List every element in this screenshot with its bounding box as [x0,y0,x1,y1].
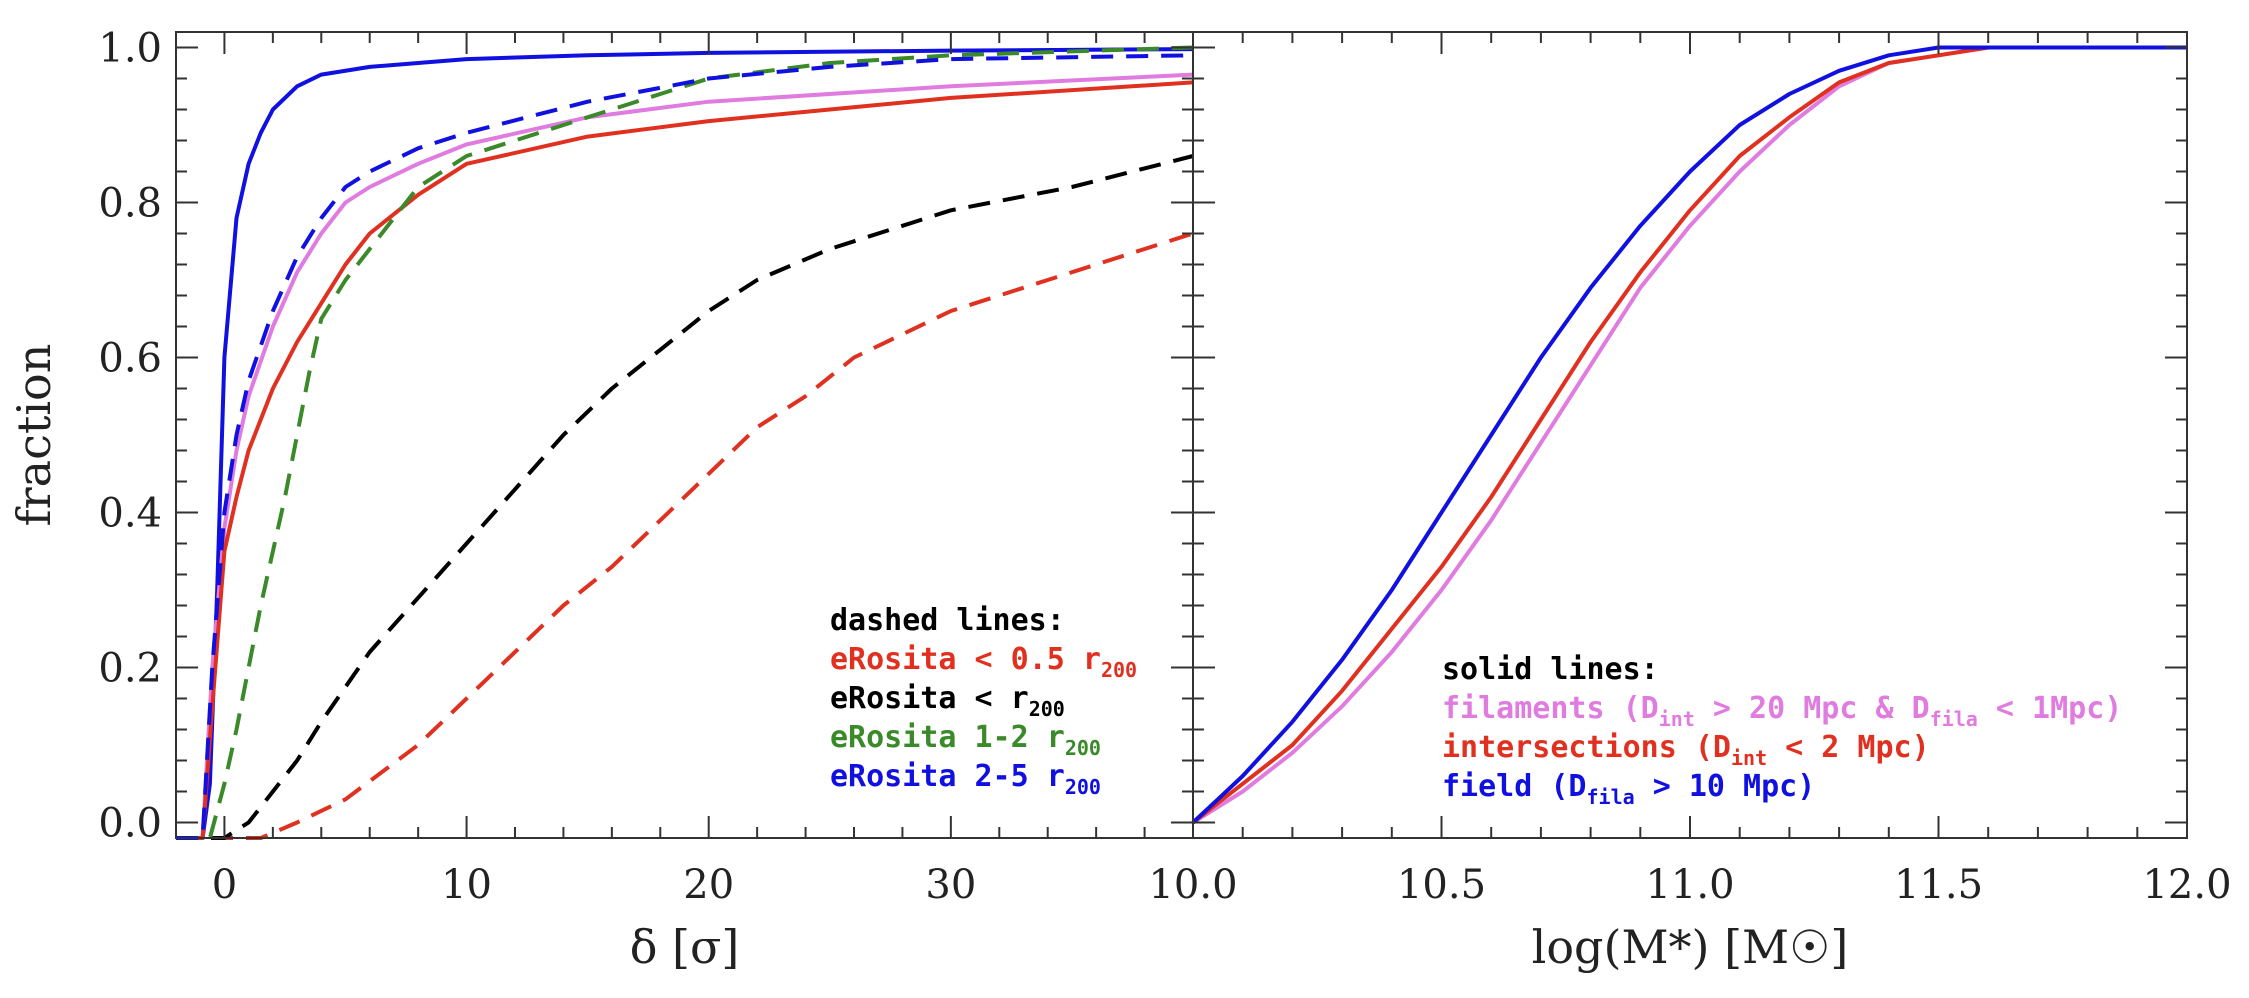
y-tick-label: 0.4 [98,491,162,537]
legend-entry: filaments (Dint > 20 Mpc & Dfila < 1Mpc) [1442,691,2122,731]
legend-entry: eRosita 2-5 r200 [830,759,1101,799]
legend-entry-part: int [1659,707,1695,731]
series-line-field-dfila-10-mpc [1191,45,2187,824]
legend-entry: intersections (Dint < 2 Mpc) [1442,730,1930,770]
x-tick-label: 10 [441,862,492,908]
legend-entry-main: eRosita < 0.5 r [830,642,1101,677]
legend-entry-part: fila [1587,785,1635,809]
legend-entry: field (Dfila > 10 Mpc) [1442,769,1815,809]
y-tick-label: 0.8 [98,181,162,227]
legend-entry-part: < 1Mpc) [1978,691,2123,726]
x-tick-label: 20 [683,862,734,908]
x-tick-label: 30 [925,862,976,908]
legend-entry-sub: 200 [1065,736,1101,760]
legend-entry-part: fila [1930,707,1978,731]
legend-entry-part: < 2 Mpc) [1767,730,1930,765]
legend-entry-part: > 10 Mpc) [1635,769,1816,804]
x-tick-label: 0 [212,862,237,908]
legend-entry-part: > 20 Mpc & D [1695,691,1930,726]
legend: solid lines:filaments (Dint > 20 Mpc & D… [1442,652,2122,809]
legend-entry-main: eRosita < r [830,681,1029,716]
y-tick-label: 1.0 [98,26,162,72]
series-line-erosita-1-2-r200 [176,45,1194,840]
x-tick-label: 11.0 [1645,862,1734,908]
legend-entry: eRosita < 0.5 r200 [830,642,1137,682]
x-tick-label: 12.0 [2142,862,2231,908]
legend-entry-part: field (D [1442,769,1587,804]
y-tick-label: 0.2 [98,646,162,692]
series-line-intersections-solid [176,80,1194,840]
y-tick-label: 0.6 [98,336,162,382]
series-line-erosita-0-5-r200 [176,231,1194,840]
y-tick-label: 0.0 [98,801,162,847]
x-tick-label: 10.5 [1397,862,1486,908]
legend-title: solid lines: [1442,652,1659,687]
legend-entry-part: filaments (D [1442,691,1659,726]
legend-entry: eRosita 1-2 r200 [830,720,1101,760]
x-tick-label: 11.5 [1894,862,1983,908]
legend-title: dashed lines: [830,603,1065,638]
x-axis-title: δ [σ] [630,920,740,974]
legend-entry-main: eRosita 2-5 r [830,759,1065,794]
legend-entry-sub: 200 [1101,658,1137,682]
x-axis-title: log(M*) [M☉] [1532,920,1849,974]
legend-entry: eRosita < r200 [830,681,1065,721]
right-panel: 10.0 10.5 11.0 11.5 12.0 log(M*) [M☉] solid li… [1148,31,2232,974]
legend-entry-sub: 200 [1029,697,1065,721]
legend-entry-sub: 200 [1065,775,1101,799]
series-line-erosita-2-5-r200 [176,53,1194,840]
series-group [1191,45,2187,825]
left-panel: 0 10 20 30 0.0 0.2 0.4 0.6 0.8 1.0 δ [σ] fraction da… [7,26,1194,974]
legend-entry-main: eRosita 1-2 r [830,720,1065,755]
legend-entry-part: intersections (D [1442,730,1731,765]
series-line-intersections-dint-2-mpc [1191,45,2187,825]
series-group [176,45,1194,840]
legend-entry-part: int [1731,746,1767,770]
x-tick-label: 10.0 [1148,862,1237,908]
series-line-erosita-r200 [176,154,1194,840]
y-axis-title: fraction [7,344,61,527]
